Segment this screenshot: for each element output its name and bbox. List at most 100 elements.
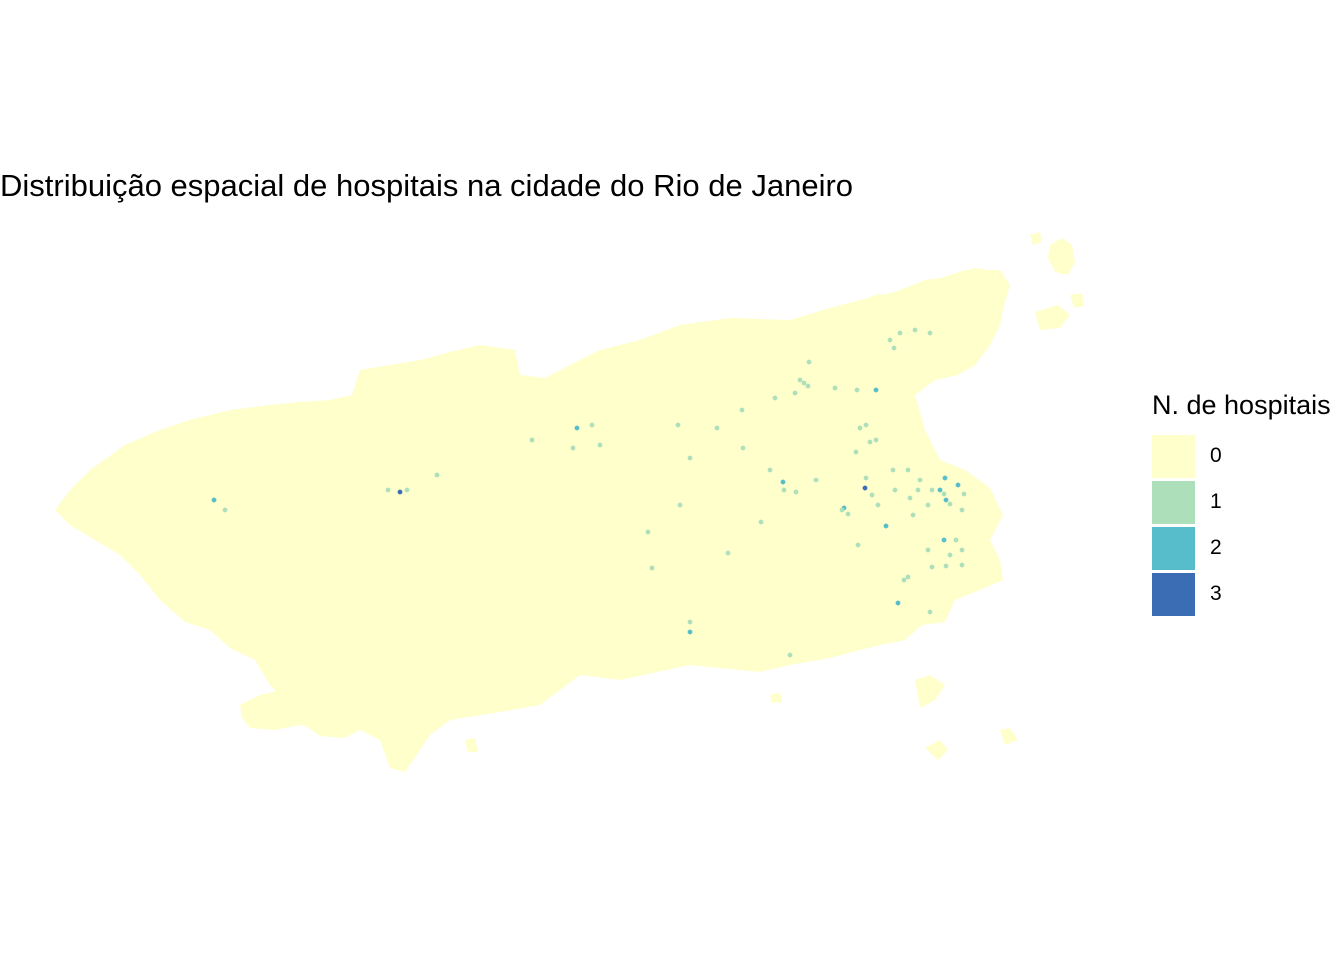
- hex-cell-2: [943, 497, 949, 503]
- city-shape: [55, 232, 1084, 772]
- hex-cell-1: [739, 407, 745, 413]
- hex-cell-1: [959, 507, 965, 513]
- hex-cell-2: [937, 487, 943, 493]
- hex-cell-1: [892, 487, 898, 493]
- hex-cell-1: [959, 547, 965, 553]
- hex-cell-1: [839, 507, 845, 513]
- hex-cell-1: [801, 380, 807, 386]
- hex-cell-1: [953, 537, 959, 543]
- hex-cell-1: [897, 330, 903, 336]
- hex-cell-1: [385, 487, 391, 493]
- hex-cell-1: [901, 577, 907, 583]
- hex-cell-1: [854, 387, 860, 393]
- hex-cell-1: [767, 467, 773, 473]
- hex-cell-1: [947, 552, 953, 558]
- hex-cell-1: [675, 422, 681, 428]
- hex-cell-1: [832, 385, 838, 391]
- island-south: [465, 738, 478, 752]
- hex-cell-1: [912, 327, 918, 333]
- hex-cell-1: [787, 652, 793, 658]
- hex-cell-1: [687, 619, 693, 625]
- hex-cell-3: [862, 485, 868, 491]
- hex-cell-1: [725, 550, 731, 556]
- hex-cell-1: [589, 422, 595, 428]
- island-east-3: [1000, 728, 1018, 745]
- hex-cell-1: [714, 425, 720, 431]
- hex-cell-1: [863, 422, 869, 428]
- hex-cell-1: [645, 529, 651, 535]
- hex-cell-1: [597, 442, 603, 448]
- legend-label: 1: [1210, 490, 1222, 513]
- hex-cell-2: [211, 497, 217, 503]
- hex-cell-1: [867, 439, 873, 445]
- hex-cell-1: [961, 491, 967, 497]
- hex-cell-1: [943, 563, 949, 569]
- hex-cell-1: [806, 359, 812, 365]
- hex-cell-1: [222, 507, 228, 513]
- hex-cell-1: [917, 477, 923, 483]
- hex-cell-1: [959, 562, 965, 568]
- legend-item-1: 1: [1152, 481, 1331, 527]
- hex-cell-1: [863, 475, 869, 481]
- legend-label: 3: [1210, 582, 1222, 605]
- hex-cell-1: [891, 345, 897, 351]
- chart-title: Distribuição espacial de hospitais na ci…: [0, 168, 854, 203]
- legend-swatch: [1152, 481, 1195, 524]
- hex-cell-2: [687, 629, 693, 635]
- hex-cell-1: [905, 467, 911, 473]
- hex-cell-1: [925, 502, 931, 508]
- hex-cell-1: [772, 395, 778, 401]
- hex-cell-1: [529, 437, 535, 443]
- island-small-1: [770, 692, 782, 703]
- hex-cell-1: [434, 472, 440, 478]
- hex-cell-1: [929, 564, 935, 570]
- hex-cell-2: [955, 482, 961, 488]
- mainland-area: [55, 268, 1010, 772]
- hex-cell-2: [780, 479, 786, 485]
- hex-cell-1: [927, 609, 933, 615]
- hex-cell-1: [813, 477, 819, 483]
- hex-cell-1: [910, 512, 916, 518]
- hex-cell-2: [942, 475, 948, 481]
- hex-cell-1: [687, 455, 693, 461]
- legend-title: N. de hospitais: [1152, 390, 1331, 420]
- hex-cell-2: [883, 523, 889, 529]
- hex-cell-2: [574, 425, 580, 431]
- hex-cell-2: [895, 600, 901, 606]
- island-north-2: [1030, 232, 1042, 245]
- hex-cell-1: [887, 337, 893, 343]
- legend-label: 0: [1210, 444, 1222, 467]
- hex-cell-1: [649, 565, 655, 571]
- island-north-1: [1048, 238, 1075, 275]
- island-west: [240, 686, 375, 730]
- hex-cell-1: [740, 445, 746, 451]
- hex-cell-1: [570, 445, 576, 451]
- island-east-2: [925, 740, 948, 760]
- legend-item-2: 2: [1152, 527, 1331, 573]
- hex-cell-1: [853, 449, 859, 455]
- legend-label: 2: [1210, 536, 1222, 559]
- hex-cell-1: [792, 390, 798, 396]
- island-east-1: [915, 675, 945, 708]
- hex-cell-1: [797, 377, 803, 383]
- island-north-3: [1035, 305, 1070, 330]
- hex-cell-1: [907, 495, 913, 501]
- hex-cell-1: [845, 511, 851, 517]
- hex-cell-1: [677, 502, 683, 508]
- hex-cell-1: [793, 489, 799, 495]
- legend-swatch: [1152, 527, 1195, 570]
- hex-cell-1: [925, 547, 931, 553]
- hex-cell-1: [758, 519, 764, 525]
- peninsula-area: [830, 270, 1010, 392]
- hospital-cells: [211, 327, 967, 658]
- hex-cell-2: [941, 537, 947, 543]
- hex-cell-1: [890, 467, 896, 473]
- legend-item-3: 3: [1152, 573, 1331, 619]
- hex-cell-3: [397, 489, 403, 495]
- legend-item-0: 0: [1152, 435, 1331, 481]
- hex-cell-2: [873, 387, 879, 393]
- legend-swatch: [1152, 573, 1195, 616]
- hex-cell-1: [875, 502, 881, 508]
- hex-cell-1: [869, 492, 875, 498]
